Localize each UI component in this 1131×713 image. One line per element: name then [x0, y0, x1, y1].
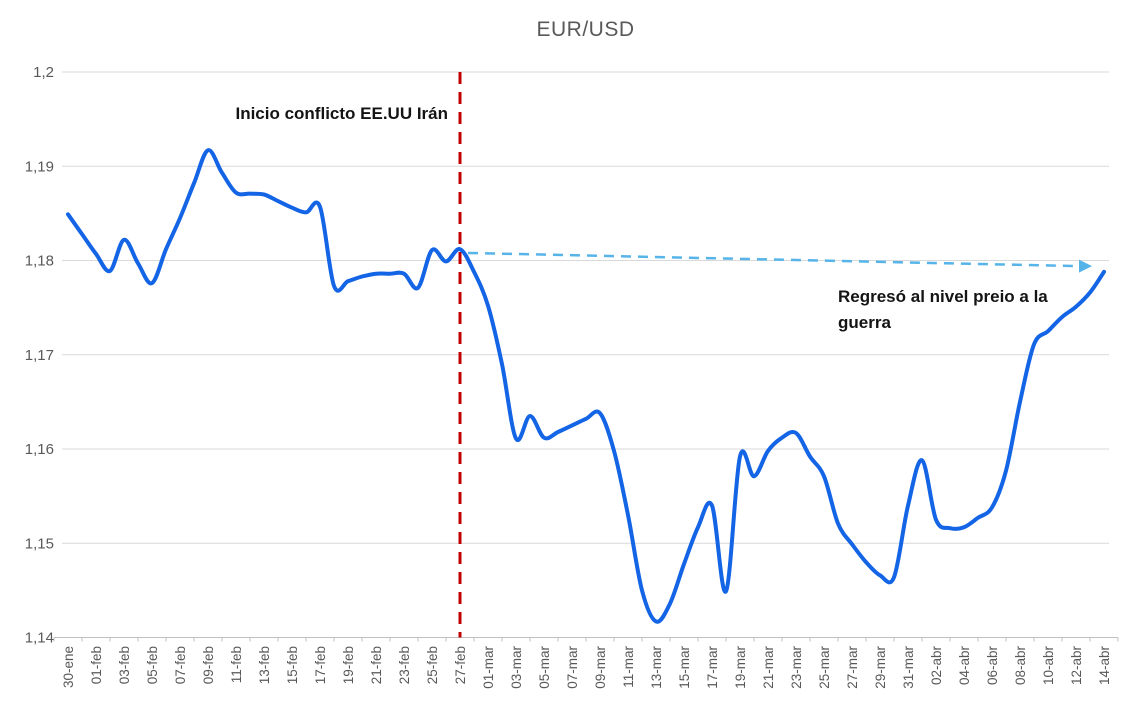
x-axis-label: 01-feb [89, 646, 104, 684]
x-axis-label: 19-mar [733, 646, 748, 689]
x-axis-label: 03-feb [117, 646, 132, 684]
x-axis-label: 21-feb [369, 646, 384, 684]
return-level-annotation-line1: Regresó al nivel preio a la [838, 287, 1048, 306]
x-axis-label: 29-mar [873, 646, 888, 689]
x-axis-labels: 30-ene 01-feb 03-feb 05-feb 07-feb 09-feb 11-f… [61, 646, 1112, 689]
x-axis [53, 637, 1119, 642]
trend-arrow-head-icon [1079, 259, 1092, 273]
x-axis-label: 07-mar [565, 646, 580, 689]
x-axis-label: 17-mar [705, 646, 720, 689]
trend-arrow-line [467, 251, 1081, 268]
gridlines [62, 71, 1109, 638]
x-axis-label: 30-ene [61, 646, 76, 688]
y-axis-label: 1,2 [33, 64, 54, 81]
x-axis-label: 15-feb [285, 646, 300, 684]
x-axis-label: 23-feb [397, 646, 412, 684]
x-axis-label: 04-abr [957, 646, 972, 686]
x-axis-label: 05-mar [537, 646, 552, 689]
x-axis-label: 25-feb [425, 646, 440, 684]
x-axis-label: 09-feb [201, 646, 216, 684]
x-axis-label: 13-mar [649, 646, 664, 689]
x-axis-label: 05-feb [145, 646, 160, 684]
y-axis-label: 1,17 [25, 347, 54, 364]
x-axis-label: 25-mar [817, 646, 832, 689]
x-axis-label: 09-mar [593, 646, 608, 689]
x-axis-label: 10-abr [1041, 646, 1056, 686]
x-axis-label: 14-abr [1097, 646, 1112, 686]
x-axis-label: 11-feb [229, 646, 244, 683]
y-axis-label: 1,16 [25, 441, 54, 458]
x-axis-label: 08-abr [1013, 646, 1028, 686]
y-axis-label: 1,14 [25, 630, 54, 647]
x-axis-label: 15-mar [677, 646, 692, 689]
y-axis-label: 1,15 [25, 535, 54, 552]
x-axis-label: 31-mar [901, 646, 916, 689]
x-axis-label: 03-mar [509, 646, 524, 689]
x-axis-label: 06-abr [985, 646, 1000, 686]
return-level-annotation: Regresó al nivel preio a la guerra [838, 284, 1098, 336]
x-axis-label: 01-mar [481, 646, 496, 689]
x-axis-label: 07-feb [173, 646, 188, 684]
y-axis-label: 1,18 [25, 253, 54, 270]
x-axis-label: 17-feb [313, 646, 328, 684]
x-axis-label: 11-mar [621, 646, 636, 688]
x-axis-label: 27-feb [453, 646, 468, 684]
x-axis-label: 23-mar [789, 646, 804, 689]
x-axis-label: 27-mar [845, 646, 860, 689]
return-level-annotation-line2: guerra [838, 313, 891, 332]
x-axis-label: 02-abr [929, 646, 944, 686]
x-axis-label: 21-mar [761, 646, 776, 689]
x-axis-label: 13-feb [257, 646, 272, 684]
x-axis-label: 12-abr [1069, 646, 1084, 686]
y-axis-label: 1,19 [25, 158, 54, 175]
chart-title: EUR/USD [536, 18, 635, 41]
x-axis-label: 19-feb [341, 646, 356, 684]
eurusd-line-series [66, 148, 1106, 624]
event-annotation-label: Inicio conflicto EE.UU Irán [235, 104, 448, 123]
y-axis-labels: 1,2 1,19 1,18 1,17 1,16 1,15 1,14 [25, 64, 54, 647]
